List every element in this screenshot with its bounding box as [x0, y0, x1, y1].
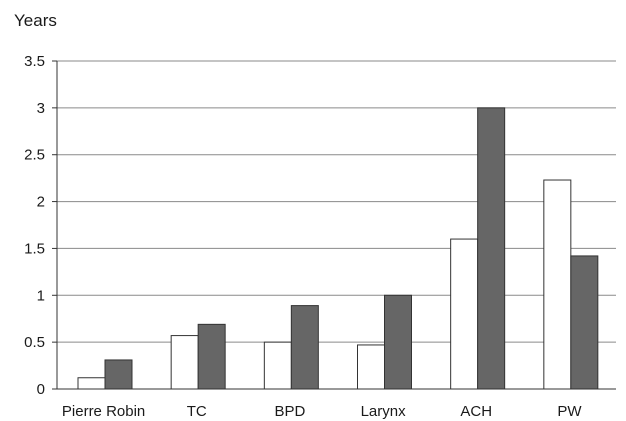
x-category-label: BPD — [274, 403, 305, 420]
bar-bpd-series-1 — [263, 341, 292, 390]
axes — [56, 61, 616, 390]
bar-tc-series-2 — [197, 323, 226, 390]
x-category-label: TC — [187, 403, 207, 420]
bar-pw-series-1 — [543, 179, 572, 390]
bar-pierre-robin-series-2 — [104, 359, 133, 390]
y-tick-label: 1.5 — [24, 240, 45, 257]
y-tick-label: 2.5 — [24, 147, 45, 164]
y-tick-label: 3.5 — [24, 53, 45, 70]
bar-larynx-series-1 — [357, 344, 385, 390]
bar-pw-series-2 — [570, 255, 599, 390]
bar-ach-series-2 — [477, 107, 506, 390]
x-category-label: Larynx — [361, 403, 407, 420]
bar-tc-series-1 — [170, 335, 199, 390]
bar-bpd-series-2 — [290, 305, 319, 390]
x-category-label: ACH — [460, 403, 492, 420]
bars — [77, 107, 599, 390]
x-category-label: Pierre Robin — [62, 403, 145, 420]
category-labels: Pierre Robin TC BPD Larynx ACH PW — [62, 403, 582, 420]
y-axis-ticks: 0 0.5 1 1.5 2 2.5 3 3.5 — [24, 53, 57, 398]
bar-ach-series-1 — [450, 238, 479, 390]
gridlines — [57, 60, 616, 343]
bar-larynx-series-2 — [384, 294, 412, 390]
bar-pierre-robin-series-1 — [77, 377, 106, 390]
y-tick-label: 1 — [37, 287, 45, 304]
y-tick-label: 0.5 — [24, 334, 45, 351]
y-axis-label: Years — [14, 11, 57, 30]
y-tick-label: 3 — [37, 100, 45, 117]
x-category-label: PW — [557, 403, 582, 420]
y-tick-label: 0 — [37, 381, 45, 398]
y-tick-label: 2 — [37, 194, 45, 211]
